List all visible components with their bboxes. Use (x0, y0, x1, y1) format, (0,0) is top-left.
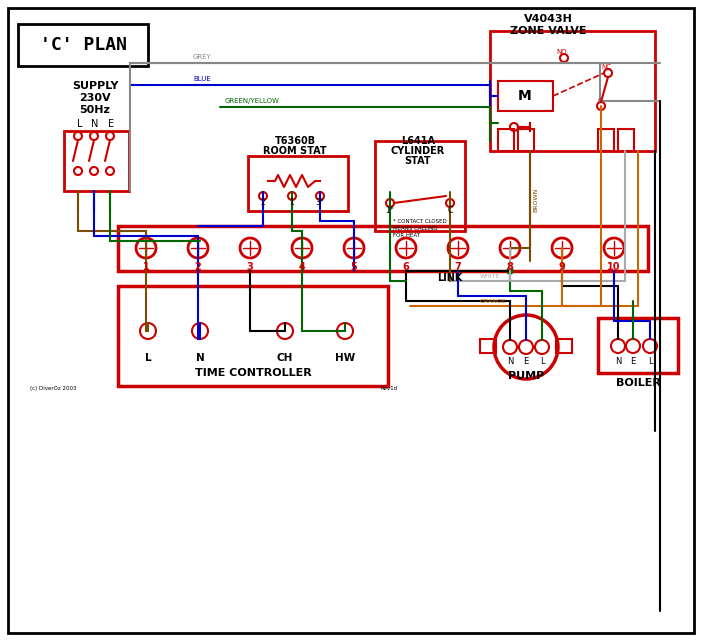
Text: 4: 4 (298, 262, 305, 272)
Text: 10: 10 (607, 262, 621, 272)
Text: N: N (507, 356, 513, 365)
Circle shape (90, 132, 98, 140)
Text: C: C (447, 206, 453, 215)
Text: 6: 6 (403, 262, 409, 272)
Circle shape (240, 238, 260, 258)
Text: 1: 1 (143, 262, 150, 272)
Circle shape (277, 323, 293, 339)
Text: N: N (91, 119, 99, 129)
Text: 2: 2 (194, 262, 201, 272)
Circle shape (500, 238, 520, 258)
Text: L641A: L641A (401, 136, 435, 146)
Circle shape (386, 199, 394, 207)
Text: 7: 7 (455, 262, 461, 272)
Text: 1: 1 (290, 198, 294, 207)
Text: TIME CONTROLLER: TIME CONTROLLER (194, 368, 312, 378)
Circle shape (507, 268, 513, 274)
Text: N: N (615, 356, 621, 365)
Circle shape (140, 323, 156, 339)
Circle shape (448, 238, 468, 258)
Text: NC: NC (601, 64, 611, 70)
Circle shape (192, 323, 208, 339)
Text: MEANS CALLING: MEANS CALLING (393, 226, 437, 231)
Text: 1*: 1* (385, 206, 395, 215)
Circle shape (396, 238, 416, 258)
Text: STAT: STAT (404, 156, 431, 166)
Text: BLUE: BLUE (193, 76, 211, 82)
Text: L: L (648, 356, 652, 365)
Text: N: N (196, 353, 204, 363)
Text: 'C' PLAN: 'C' PLAN (39, 36, 126, 54)
Text: 8: 8 (507, 262, 513, 272)
Circle shape (597, 102, 605, 110)
Circle shape (316, 192, 324, 200)
Text: Rev1d: Rev1d (380, 386, 397, 391)
Circle shape (626, 339, 640, 353)
Circle shape (74, 167, 82, 175)
Circle shape (74, 132, 82, 140)
Circle shape (337, 323, 353, 339)
Text: HW: HW (335, 353, 355, 363)
Text: C: C (598, 98, 603, 104)
Text: PUMP: PUMP (508, 371, 544, 381)
Text: NO: NO (556, 49, 567, 55)
Circle shape (535, 340, 549, 354)
Circle shape (552, 238, 572, 258)
Text: L: L (145, 353, 152, 363)
Text: ORANGE: ORANGE (480, 299, 507, 304)
Text: GREEN/YELLOW: GREEN/YELLOW (225, 98, 280, 104)
Text: 50Hz: 50Hz (79, 105, 110, 115)
Text: 2: 2 (260, 198, 265, 207)
Circle shape (604, 69, 612, 77)
Circle shape (259, 192, 267, 200)
Text: 3*: 3* (316, 198, 324, 207)
Circle shape (604, 238, 624, 258)
Text: L: L (77, 119, 83, 129)
Circle shape (643, 339, 657, 353)
Text: 230V: 230V (79, 93, 111, 103)
Text: CYLINDER: CYLINDER (391, 146, 445, 156)
Text: E: E (108, 119, 114, 129)
Text: LINK: LINK (437, 273, 463, 283)
Text: 9: 9 (559, 262, 565, 272)
Circle shape (90, 167, 98, 175)
Text: T6360B: T6360B (274, 136, 316, 146)
Text: E: E (524, 356, 529, 365)
Text: 3: 3 (246, 262, 253, 272)
Circle shape (503, 340, 517, 354)
Circle shape (288, 192, 296, 200)
Text: SUPPLY: SUPPLY (72, 81, 118, 91)
Text: WHITE: WHITE (480, 274, 501, 279)
Text: L: L (540, 356, 544, 365)
Text: (c) DiverOz 2003: (c) DiverOz 2003 (30, 386, 77, 391)
Text: BROWN: BROWN (533, 188, 538, 212)
Circle shape (106, 132, 114, 140)
Circle shape (188, 238, 208, 258)
Text: 5: 5 (350, 262, 357, 272)
Circle shape (611, 339, 625, 353)
Text: V4043H: V4043H (524, 14, 572, 24)
Text: ROOM STAT: ROOM STAT (263, 146, 327, 156)
Circle shape (519, 340, 533, 354)
Circle shape (446, 199, 454, 207)
Circle shape (510, 123, 518, 131)
Circle shape (507, 268, 513, 274)
Text: ZONE VALVE: ZONE VALVE (510, 26, 586, 36)
Text: * CONTACT CLOSED: * CONTACT CLOSED (393, 219, 446, 224)
Circle shape (494, 315, 558, 379)
Text: BOILER: BOILER (616, 378, 661, 388)
Circle shape (344, 238, 364, 258)
Text: GREY: GREY (193, 54, 212, 60)
Text: E: E (630, 356, 635, 365)
Circle shape (106, 167, 114, 175)
Text: CH: CH (277, 353, 293, 363)
Text: M: M (518, 89, 532, 103)
Circle shape (136, 238, 156, 258)
Text: FOR HEAT: FOR HEAT (393, 233, 420, 238)
Circle shape (560, 54, 568, 62)
Circle shape (292, 238, 312, 258)
